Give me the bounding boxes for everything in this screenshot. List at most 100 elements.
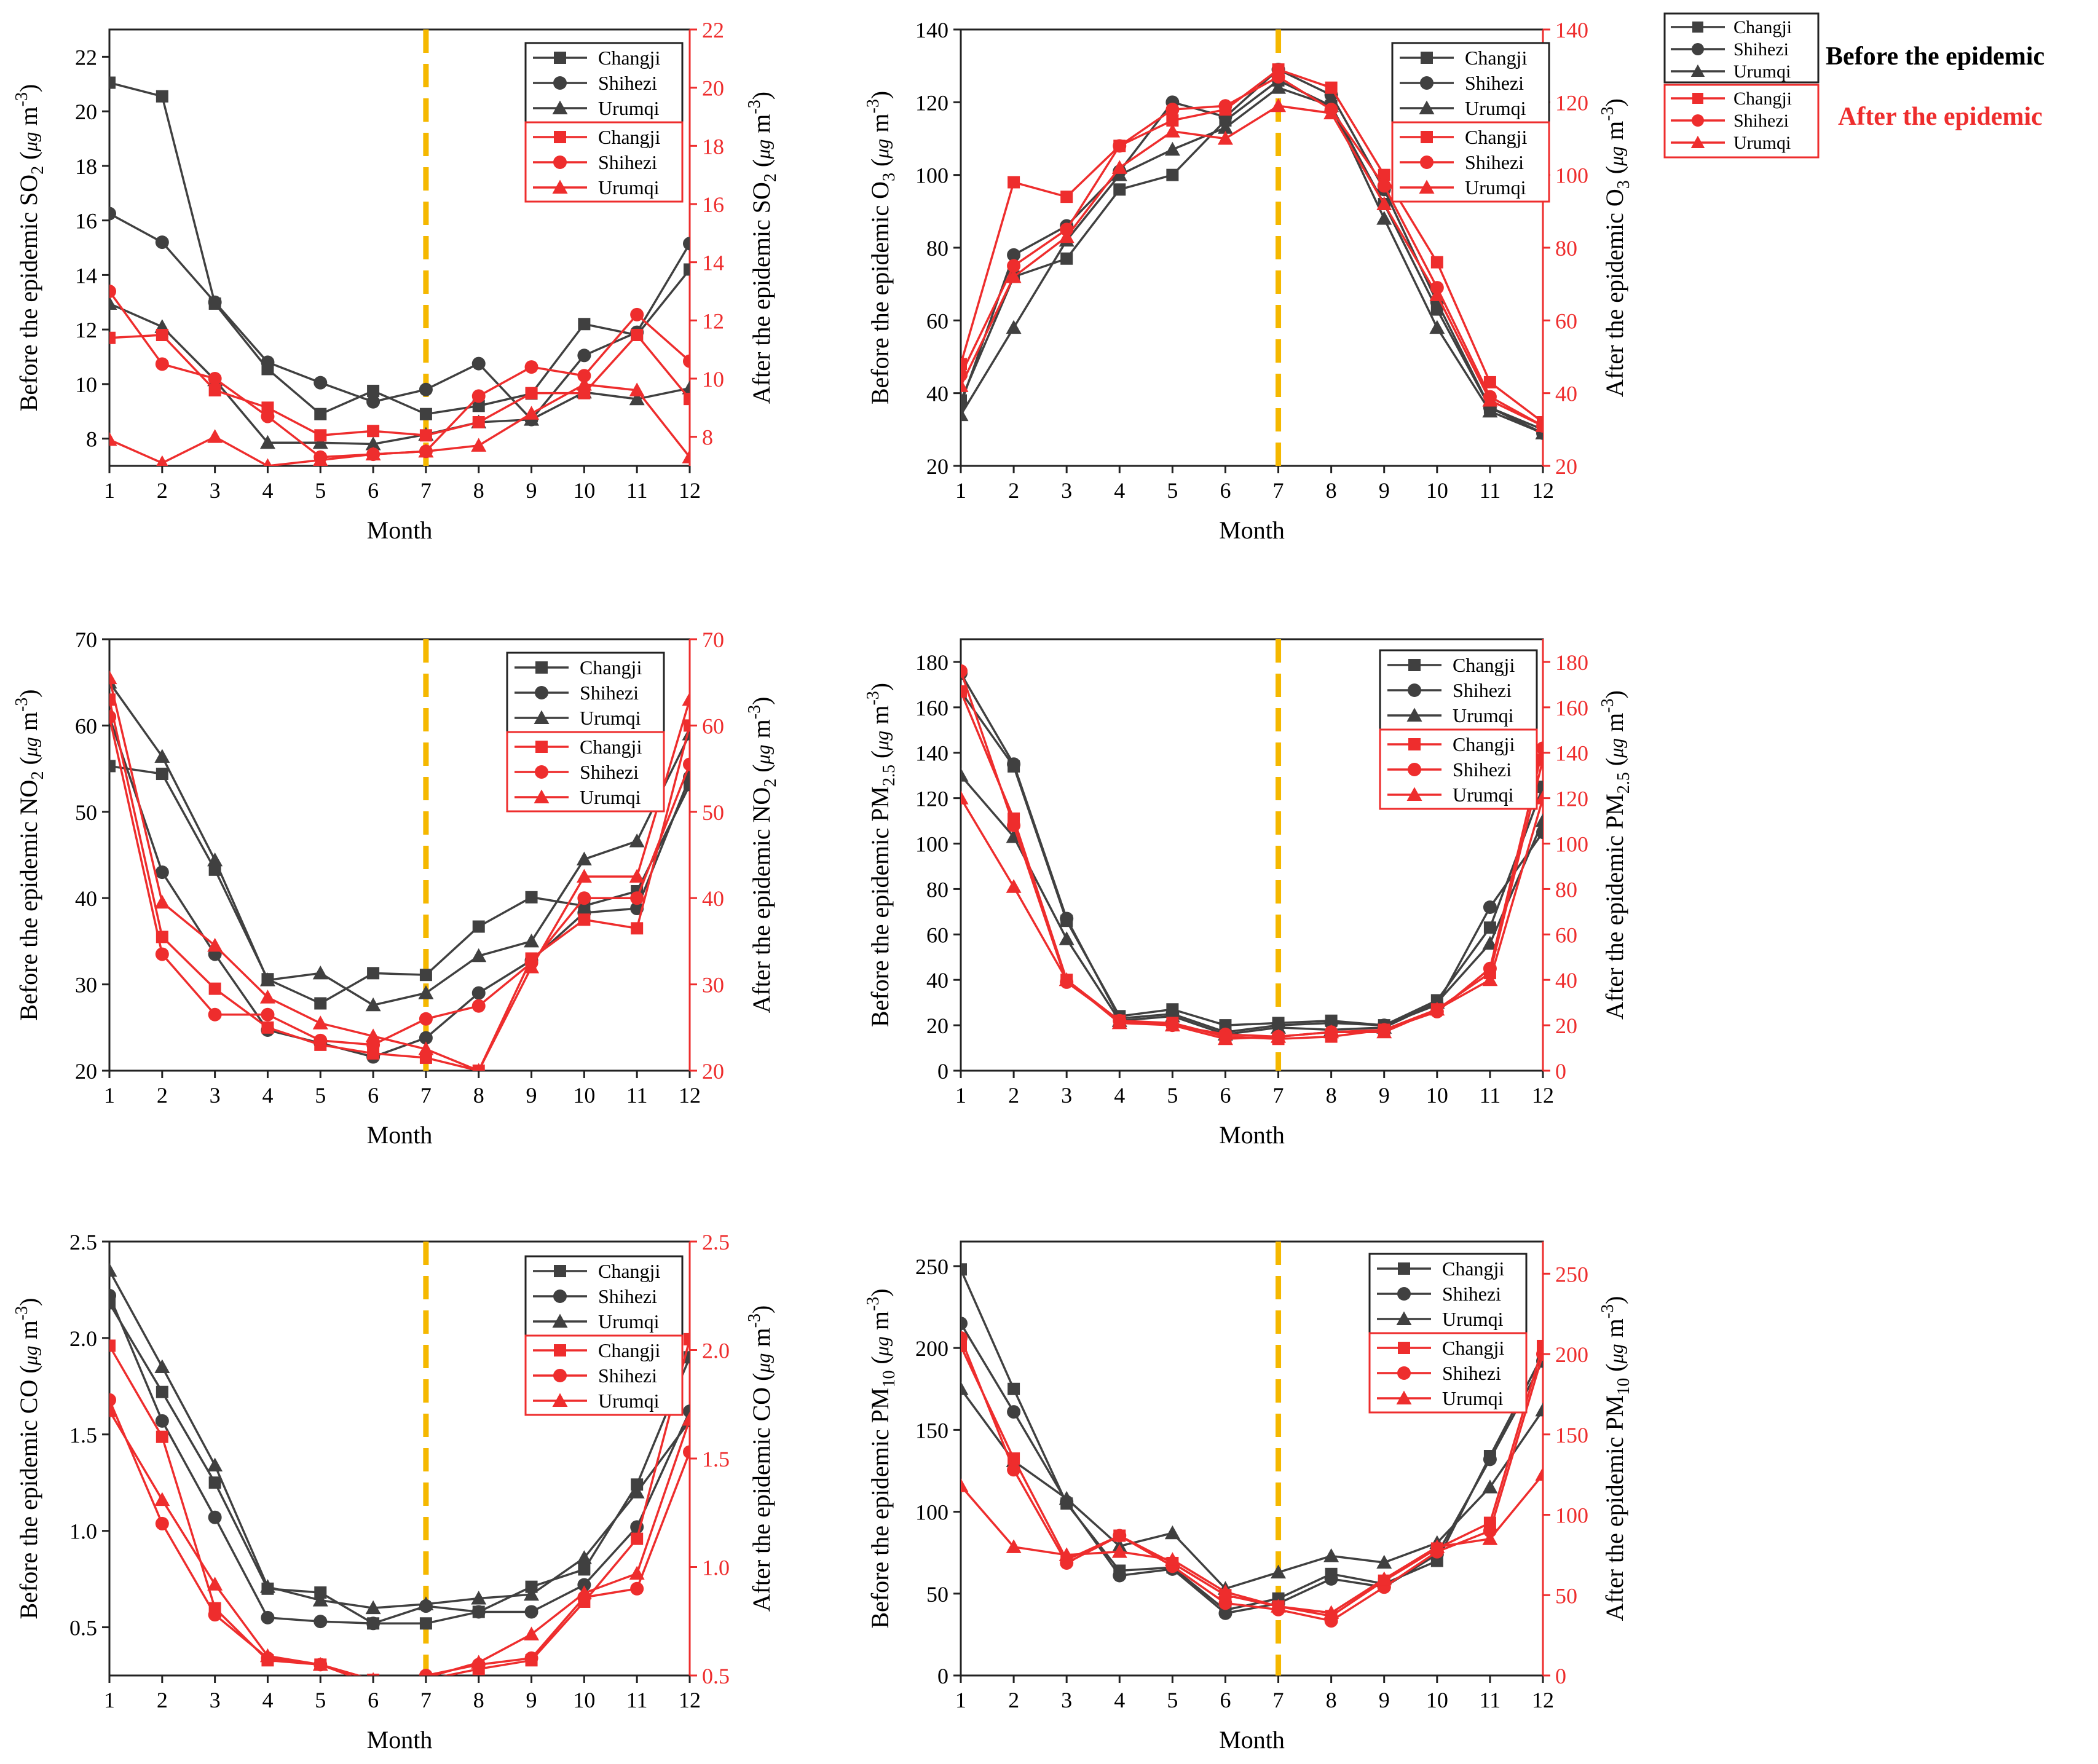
legend-label-before-urumqi: Urumqi <box>1465 97 1526 119</box>
point-after-changji <box>578 913 591 926</box>
x-tick-label: 3 <box>1061 1083 1072 1108</box>
y-right-tick-label: 60 <box>1555 309 1577 333</box>
point-after-urumqi <box>1376 196 1392 210</box>
x-tick-label: 7 <box>1273 1688 1284 1712</box>
point-before-urumqi <box>312 965 328 980</box>
panel-legend: Changji Shihezi Urumqi Changji Shihezi Urumqi <box>1391 42 1550 203</box>
x-tick-label: 12 <box>679 478 701 503</box>
legend-label-before-changji: Changji <box>1465 47 1527 69</box>
point-after-changji <box>208 384 221 396</box>
x-tick-label: 7 <box>420 1083 432 1108</box>
point-after-urumqi <box>1111 160 1127 174</box>
y-right-tick-label: 120 <box>1555 787 1588 811</box>
y-left-tick-label: 140 <box>915 18 948 42</box>
point-after-urumqi <box>1217 131 1233 145</box>
point-after-urumqi <box>471 1655 487 1669</box>
figure-legend-triangle-marker <box>1690 135 1705 148</box>
point-after-shihezi <box>630 1581 644 1596</box>
point-after-urumqi <box>1323 1605 1339 1620</box>
figure-legend-label-after-changji: Changji <box>1733 89 1792 109</box>
x-tick-label: 12 <box>1532 1688 1554 1712</box>
point-after-urumqi <box>1376 1571 1392 1586</box>
point-after-urumqi <box>259 1648 275 1663</box>
point-after-urumqi <box>1217 1584 1233 1599</box>
y-right-tick-label: 0.5 <box>702 1664 730 1688</box>
point-before-changji <box>472 920 485 933</box>
point-before-changji <box>525 891 538 904</box>
legend-square-marker <box>1408 738 1421 750</box>
point-after-shihezi <box>471 389 486 403</box>
legend-label-after-changji: Changji <box>1442 1337 1504 1359</box>
legend-label-after-urumqi: Urumqi <box>1453 784 1514 806</box>
point-after-urumqi <box>961 1478 969 1492</box>
point-after-urumqi <box>524 959 540 974</box>
point-after-urumqi <box>1271 1599 1287 1613</box>
panel-legend: Changji Shihezi Urumqi Changji Shihezi Urumqi <box>524 1255 684 1416</box>
point-after-urumqi <box>524 406 540 420</box>
legend-label-after-shihezi: Shihezi <box>1453 758 1512 781</box>
y-left-tick-label: 14 <box>75 263 97 288</box>
series-after-shihezi-line <box>961 75 1543 427</box>
point-after-urumqi <box>1164 1552 1180 1566</box>
point-after-urumqi <box>109 1403 117 1417</box>
point-after-urumqi <box>371 1672 376 1675</box>
point-after-changji <box>156 1430 168 1443</box>
point-before-urumqi <box>312 1593 328 1607</box>
point-before-changji <box>684 263 690 276</box>
point-before-urumqi <box>471 1590 487 1605</box>
point-after-urumqi <box>418 1041 434 1055</box>
legend-label-before-shihezi: Shihezi <box>1442 1283 1501 1305</box>
y-left-tick-label: 100 <box>915 832 948 857</box>
point-after-shihezi <box>524 360 538 374</box>
x-tick-label: 4 <box>262 478 273 503</box>
point-before-changji <box>419 969 432 982</box>
point-before-shihezi <box>1218 1606 1232 1620</box>
point-before-urumqi <box>207 1457 223 1471</box>
point-after-changji <box>1430 256 1443 269</box>
y-right-tick-label: 14 <box>702 251 724 275</box>
legend-circle-marker <box>553 76 567 90</box>
legend-triangle-marker <box>552 100 568 114</box>
point-before-changji <box>472 400 485 412</box>
point-after-urumqi <box>1323 1024 1339 1039</box>
point-after-urumqi <box>1111 1015 1127 1030</box>
point-after-urumqi <box>1217 1031 1233 1045</box>
point-after-urumqi <box>1429 287 1445 301</box>
point-after-urumqi <box>576 868 592 883</box>
plot-area <box>961 30 1543 466</box>
y-right-tick-label: 20 <box>1555 454 1577 479</box>
point-before-changji <box>367 967 380 980</box>
x-tick-label: 8 <box>473 1083 484 1108</box>
x-tick-label: 1 <box>955 1688 966 1712</box>
legend-square-marker <box>1421 131 1433 143</box>
y-left-tick-label: 140 <box>915 741 948 766</box>
y-left-tick-label: 12 <box>75 318 97 342</box>
y-right-tick-label: 30 <box>702 973 724 998</box>
x-tick-label: 11 <box>626 1688 648 1712</box>
x-tick-label: 7 <box>420 1688 432 1712</box>
point-after-urumqi <box>1006 1539 1022 1553</box>
y-left-tick-label: 40 <box>926 382 948 406</box>
point-after-urumqi <box>154 1492 170 1506</box>
series-before-urumqi-line <box>961 86 1543 435</box>
point-after-urumqi <box>1006 879 1022 893</box>
legend-circle-marker <box>535 686 548 699</box>
point-after-shihezi <box>1113 1529 1127 1543</box>
y-right-tick-label: 100 <box>1555 163 1588 188</box>
point-before-shihezi <box>261 355 275 369</box>
point-before-urumqi <box>418 1596 434 1610</box>
point-before-urumqi <box>312 435 328 449</box>
plot-area <box>961 1242 1543 1675</box>
point-after-changji <box>631 329 644 341</box>
series-after-urumqi-line <box>109 1410 690 1675</box>
y-right-tick-label: 50 <box>1555 1583 1577 1608</box>
legend-square-marker <box>554 131 566 143</box>
series-before-urumqi-line <box>109 1270 690 1609</box>
point-after-urumqi <box>682 1411 690 1426</box>
point-after-urumqi <box>629 868 645 883</box>
x-tick-label: 6 <box>1220 1083 1231 1108</box>
point-before-urumqi <box>961 407 969 422</box>
point-after-shihezi <box>683 757 690 771</box>
x-tick-label: 4 <box>1114 1083 1125 1108</box>
point-after-shihezi <box>261 1007 275 1022</box>
